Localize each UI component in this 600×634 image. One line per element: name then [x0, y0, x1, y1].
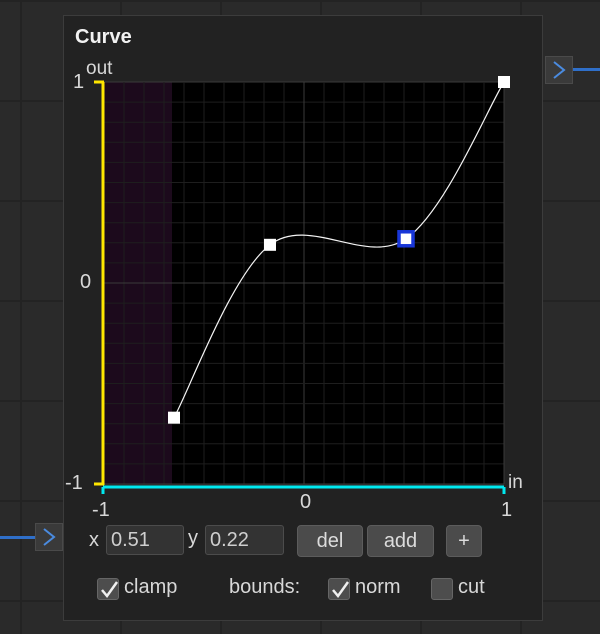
add-point-button[interactable]: add — [367, 525, 434, 557]
input-wire — [0, 536, 35, 539]
in-axis-label: in — [508, 472, 523, 493]
node-title: Curve — [75, 26, 132, 48]
norm-label: norm — [355, 576, 401, 598]
output-port[interactable] — [545, 56, 573, 84]
x-input[interactable]: 0.51 — [106, 525, 184, 555]
chevron-right-icon — [553, 61, 566, 79]
cut-checkbox[interactable] — [431, 578, 453, 600]
x-field-label: x — [89, 529, 99, 551]
x-tick-left: -1 — [92, 499, 110, 521]
input-port[interactable] — [35, 523, 63, 551]
curve-point-selected[interactable] — [397, 230, 415, 248]
curve-line — [173, 81, 505, 418]
y-field-label: y — [188, 527, 198, 549]
curve-point[interactable] — [264, 238, 276, 251]
curve-plot[interactable] — [64, 16, 544, 496]
checkmark-icon — [332, 581, 350, 599]
curve-node: Curve out in 1 0 -1 -1 0 1 x 0.51 y 0.22… — [63, 15, 543, 621]
clamp-checkbox[interactable] — [97, 578, 119, 600]
out-axis-label: out — [86, 58, 113, 79]
clamp-label: clamp — [124, 576, 178, 598]
plus-button[interactable]: + — [446, 525, 482, 557]
y-tick-mid: 0 — [80, 271, 92, 293]
y-tick-top: 1 — [73, 71, 85, 93]
x-tick-mid: 0 — [300, 491, 312, 513]
x-tick-right: 1 — [501, 499, 513, 521]
cut-label: cut — [458, 576, 485, 598]
output-wire — [573, 68, 600, 71]
checkmark-icon — [101, 581, 119, 599]
curve-point[interactable] — [498, 76, 510, 88]
delete-point-button[interactable]: del — [297, 525, 363, 557]
chevron-right-icon — [43, 528, 56, 546]
bounds-label: bounds: — [229, 576, 301, 598]
y-input[interactable]: 0.22 — [205, 525, 284, 555]
y-tick-bottom: -1 — [65, 472, 83, 494]
curve-point[interactable] — [168, 411, 180, 424]
norm-checkbox[interactable] — [328, 578, 350, 600]
